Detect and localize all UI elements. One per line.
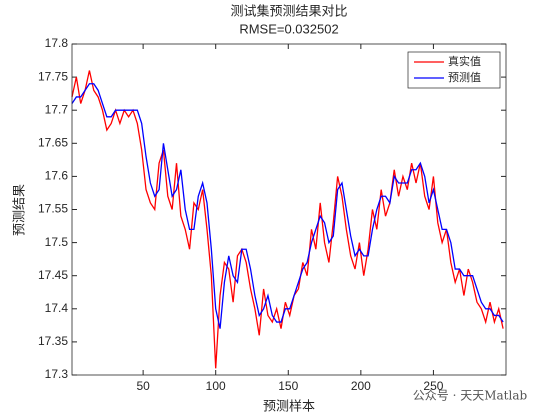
y-tick-label: 17.45 <box>38 268 68 282</box>
legend-box <box>407 51 501 89</box>
y-tick-label: 17.55 <box>38 202 68 216</box>
y-tick-label: 17.8 <box>45 36 69 50</box>
x-axis-label: 预测样本 <box>263 400 315 415</box>
y-tick-label: 17.3 <box>45 367 69 381</box>
x-tick-label: 100 <box>206 379 226 393</box>
y-tick-label: 17.35 <box>38 334 68 348</box>
series-line <box>71 83 504 329</box>
y-tick-label: 17.75 <box>38 69 68 83</box>
x-tick-label: 250 <box>423 379 443 393</box>
plot-frame <box>71 43 507 376</box>
y-tick-label: 17.65 <box>38 135 68 149</box>
y-tick-label: 17.5 <box>45 235 69 249</box>
x-tick-label: 200 <box>351 379 371 393</box>
y-axis-label: 预测结果 <box>13 184 28 236</box>
watermark: 公众号 · 天天Matlab <box>413 389 528 403</box>
y-tick-label: 17.4 <box>45 301 69 315</box>
legend-label: 预测值 <box>448 71 481 84</box>
y-tick-label: 17.6 <box>45 169 69 183</box>
legend-label: 真实值 <box>448 54 481 68</box>
x-tick-label: 50 <box>136 379 150 393</box>
chart-title: 测试集预测结果对比 <box>230 4 347 20</box>
y-tick-label: 17.7 <box>45 102 69 116</box>
chart-subtitle: RMSE=0.032502 <box>239 21 338 36</box>
x-tick-label: 150 <box>278 379 298 393</box>
